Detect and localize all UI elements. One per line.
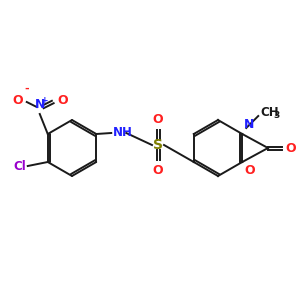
- Text: S: S: [153, 138, 163, 152]
- Text: N: N: [34, 98, 45, 111]
- Text: CH: CH: [260, 106, 279, 118]
- Text: O: O: [153, 164, 163, 177]
- Text: O: O: [12, 94, 23, 106]
- Text: -: -: [24, 84, 29, 94]
- Text: O: O: [285, 142, 296, 154]
- Text: Cl: Cl: [13, 160, 26, 172]
- Text: +: +: [41, 96, 49, 105]
- Text: O: O: [244, 164, 255, 177]
- Text: O: O: [153, 113, 163, 126]
- Text: O: O: [58, 94, 68, 106]
- Text: 3: 3: [273, 110, 280, 119]
- Text: N: N: [244, 118, 255, 131]
- Text: NH: NH: [113, 125, 133, 139]
